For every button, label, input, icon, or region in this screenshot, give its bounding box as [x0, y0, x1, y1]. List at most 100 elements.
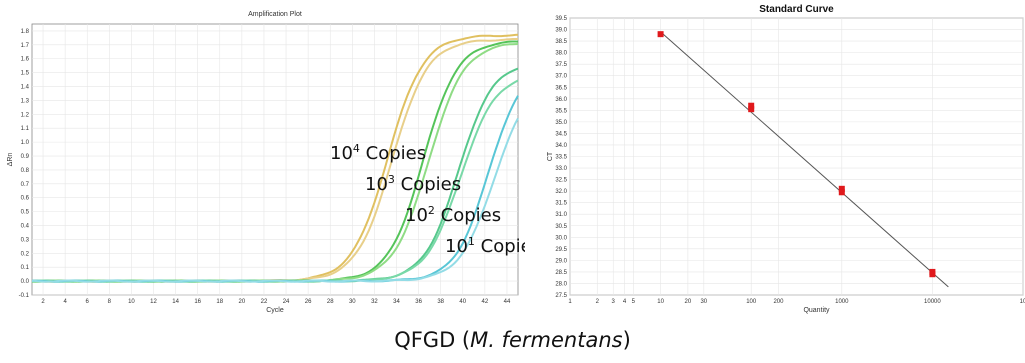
amp-plot-area	[31, 23, 519, 296]
std-x-tick-label: 100	[746, 299, 757, 305]
std-y-tick-label: 32.0	[555, 189, 567, 195]
std-y-tick-label: 33.0	[555, 166, 567, 172]
std-x-tick-label: 3	[612, 299, 616, 305]
amp-x-tick-label: 2	[41, 299, 45, 305]
amp-x-tick-label: 8	[108, 299, 112, 305]
amp-y-tick-label: 1.7	[21, 43, 30, 49]
amp-x-tick-label: 32	[371, 299, 378, 305]
copies-annotation: 104 Copies	[330, 142, 426, 164]
copies-annotation: 101 Copies	[445, 235, 525, 257]
amp-x-tick-label: 42	[482, 299, 489, 305]
std-y-tick-label: 39.5	[555, 16, 567, 22]
std-x-tick-label: 2	[596, 299, 600, 305]
caption-prefix: QFGD (	[394, 328, 471, 352]
std-x-axis-title: Quantity	[803, 307, 830, 314]
std-y-tick-label: 38.5	[555, 39, 567, 45]
std-x-tick-label: 30	[700, 299, 707, 305]
amp-y-tick-label: 0.1	[21, 265, 30, 271]
amp-x-tick-label: 22	[261, 299, 268, 305]
std-y-tick-label: 38.0	[555, 51, 567, 57]
std-x-tick-label: 20	[685, 299, 692, 305]
std-x-tick-label: 200	[773, 299, 784, 305]
std-x-tick-label: 5	[632, 299, 636, 305]
figure-caption: QFGD (M. fermentans)	[0, 328, 1025, 352]
amplification-plot-panel: Amplification Plot 2 4 6 8 10 12 14 16 18 20 22 24 26…	[0, 0, 541, 315]
std-x-tick-label: 1000	[835, 299, 849, 305]
amp-y-tick-label: 0.2	[21, 251, 30, 257]
amp-y-tick-label: 0.9	[21, 154, 30, 160]
std-y-tick-label: 36.5	[555, 85, 567, 91]
amp-y-tick-label: 0.0	[21, 279, 30, 285]
amp-x-tick-label: 16	[194, 299, 201, 305]
std-data-point	[657, 31, 664, 38]
caption-suffix: )	[622, 328, 631, 352]
std-fit-line	[660, 31, 949, 288]
std-y-tick-label: 31.0	[555, 212, 567, 218]
amp-series-line	[31, 117, 519, 283]
amp-x-tick-label: 36	[415, 299, 422, 305]
amp-y-tick-label: 0.8	[21, 168, 30, 174]
amp-y-tick-label: 0.4	[21, 224, 30, 230]
amp-x-axis-title: Cycle	[266, 307, 284, 314]
std-y-tick-label: 34.5	[555, 131, 567, 137]
std-y-axis-title: CT	[547, 151, 554, 161]
std-x-tick-label: 4	[623, 299, 627, 305]
std-data-point	[838, 185, 845, 192]
std-data-point	[748, 106, 755, 113]
std-y-tick-label: 29.5	[555, 247, 567, 253]
amp-y-tick-label: 1.2	[21, 112, 30, 118]
amp-y-tick-label: 1.6	[21, 57, 30, 63]
std-y-tick-label: 31.5	[555, 201, 567, 207]
std-data-point	[838, 189, 845, 196]
amp-x-tick-label: 28	[327, 299, 334, 305]
amp-y-tick-label: 1.0	[21, 140, 30, 146]
amp-y-tick-label: 1.1	[21, 126, 30, 132]
copies-annotation: 102 Copies	[405, 204, 501, 226]
amp-y-tick-label: 0.7	[21, 182, 30, 188]
std-y-tick-label: 27.5	[555, 293, 567, 299]
amp-y-tick-label: 1.4	[21, 85, 30, 91]
amp-x-tick-label: 30	[349, 299, 356, 305]
std-y-tick-label: 39.0	[555, 28, 567, 34]
amp-x-tick-label: 34	[393, 299, 400, 305]
std-title: Standard Curve	[759, 4, 834, 15]
amp-y-tick-label: 0.6	[21, 196, 30, 202]
amp-x-tick-label: 6	[86, 299, 90, 305]
amp-x-tick-label: 40	[459, 299, 466, 305]
amp-x-tick-label: 38	[437, 299, 444, 305]
std-y-tick-label: 36.0	[555, 97, 567, 103]
std-x-tick-label: 10	[657, 299, 664, 305]
std-x-tick-label: 10000	[924, 299, 941, 305]
std-y-tick-label: 35.0	[555, 120, 567, 126]
std-y-tick-label: 32.5	[555, 178, 567, 184]
amp-title: Amplification Plot	[248, 11, 302, 18]
amp-x-tick-label: 14	[172, 299, 179, 305]
std-y-tick-label: 34.0	[555, 143, 567, 149]
std-y-tick-label: 37.0	[555, 74, 567, 80]
std-y-tick-label: 33.5	[555, 155, 567, 161]
amp-x-tick-label: 44	[504, 299, 511, 305]
amp-x-tick-label: 12	[150, 299, 157, 305]
amp-x-tick-label: 4	[63, 299, 67, 305]
amp-y-tick-label: 1.3	[21, 98, 30, 104]
std-x-tick-label: 10	[1020, 299, 1025, 305]
std-x-tick-label: 1	[568, 299, 572, 305]
std-y-tick-label: 28.5	[555, 270, 567, 276]
amp-x-tick-label: 24	[283, 299, 290, 305]
amp-y-tick-label: -0.1	[19, 293, 30, 299]
std-y-tick-label: 29.0	[555, 258, 567, 264]
std-y-tick-label: 28.0	[555, 281, 567, 287]
amp-x-tick-label: 26	[305, 299, 312, 305]
std-y-tick-label: 30.0	[555, 235, 567, 241]
standard-curve-panel: Standard Curve 1 2 3 4 5 10 20 30 100 200 1000 10000…	[530, 0, 1025, 315]
std-y-tick-label: 35.5	[555, 108, 567, 114]
standard-curve-plot: Standard Curve 1 2 3 4 5 10 20 30 100 200 1000 10000…	[547, 4, 1025, 314]
amp-x-tick-label: 20	[239, 299, 246, 305]
std-data-point	[748, 102, 755, 109]
amp-y-tick-label: 0.3	[21, 237, 30, 243]
amp-x-tick-label: 18	[216, 299, 223, 305]
amp-x-tick-label: 10	[128, 299, 135, 305]
amp-y-tick-label: 1.8	[21, 29, 30, 35]
amp-y-axis-title: ΔRn	[7, 153, 14, 167]
